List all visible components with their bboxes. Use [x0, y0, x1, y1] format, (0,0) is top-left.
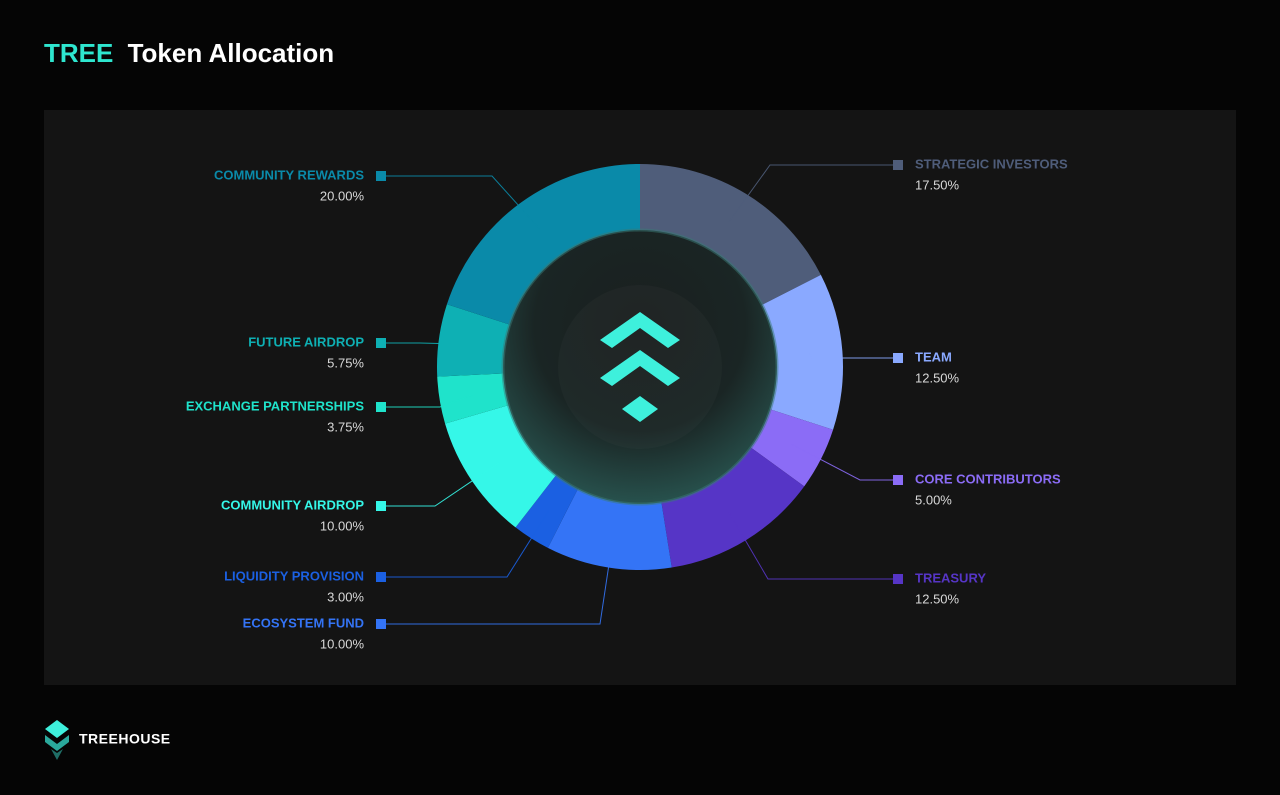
leader-line: [791, 443, 898, 481]
donut-slice: [515, 473, 579, 548]
slice-label: CORE CONTRIBUTORS: [915, 471, 1061, 486]
legend-marker: [893, 353, 903, 363]
leader-line: [381, 510, 550, 578]
slice-label: LIQUIDITY PROVISION: [224, 568, 364, 583]
legend-marker: [376, 338, 386, 348]
logo-chevron: [600, 350, 680, 386]
donut-slice: [749, 408, 834, 487]
slice-label: FUTURE AIRDROP: [248, 334, 364, 349]
leader-line: [728, 511, 898, 580]
leader-line: [381, 534, 614, 625]
slice-label: EXCHANGE PARTNERSHIPS: [186, 398, 365, 413]
legend-marker: [376, 619, 386, 629]
slice-value: 3.75%: [327, 419, 364, 434]
slice-label: TEAM: [915, 349, 952, 364]
title-text: Token Allocation: [128, 38, 335, 68]
legend-marker: [376, 501, 386, 511]
slice-value: 17.50%: [915, 177, 960, 192]
logo-chevron: [600, 312, 680, 348]
core: [501, 228, 779, 506]
donut-slice: [446, 164, 640, 326]
logo-mark: [45, 735, 69, 751]
slice-label: COMMUNITY AIRDROP: [221, 497, 364, 512]
donut-slice: [437, 304, 512, 377]
leader-line: [381, 462, 500, 507]
logo-mark: [51, 749, 63, 760]
slice-value: 20.00%: [320, 188, 365, 203]
legend-marker: [893, 574, 903, 584]
slice-label: ECOSYSTEM FUND: [243, 615, 364, 630]
slice-value: 10.00%: [320, 518, 365, 533]
legend-marker: [376, 171, 386, 181]
legend-marker: [893, 475, 903, 485]
leader-line: [381, 342, 472, 345]
slice-label: TREASURY: [915, 570, 986, 585]
legend-marker: [893, 160, 903, 170]
title-token: TREE: [44, 38, 113, 68]
legend-marker: [376, 572, 386, 582]
core-ring: [501, 228, 779, 506]
donut-slice: [437, 373, 511, 424]
donut-slice: [445, 404, 558, 528]
donut-slice: [640, 164, 821, 306]
slice-value: 5.75%: [327, 355, 364, 370]
logo-mark: [45, 720, 69, 738]
slice-label: COMMUNITY REWARDS: [214, 167, 364, 182]
logo-diamond: [622, 396, 658, 422]
donut-slice: [661, 446, 805, 568]
chart-title: TREE Token Allocation: [44, 38, 334, 68]
donut-chart: STRATEGIC INVESTORS 17.50% TEAM 12.50% CORE …: [186, 156, 1068, 651]
footer-logo: TREEHOUSE: [45, 720, 171, 760]
legend-marker: [376, 402, 386, 412]
leader-line: [381, 394, 473, 408]
core-circle: [503, 230, 777, 504]
brand-name: TREEHOUSE: [79, 731, 171, 747]
slice-value: 10.00%: [320, 636, 365, 651]
slice-value: 5.00%: [915, 492, 952, 507]
slice-value: 3.00%: [327, 589, 364, 604]
slice-label: STRATEGIC INVESTORS: [915, 156, 1068, 171]
leader-line: [728, 164, 898, 223]
leader-line: [381, 175, 541, 230]
slice-value: 12.50%: [915, 370, 960, 385]
leader-line: [809, 353, 898, 359]
donut-slice: [547, 487, 672, 570]
core-glow: [558, 285, 722, 449]
slice-value: 12.50%: [915, 591, 960, 606]
donut-slice: [760, 274, 844, 430]
